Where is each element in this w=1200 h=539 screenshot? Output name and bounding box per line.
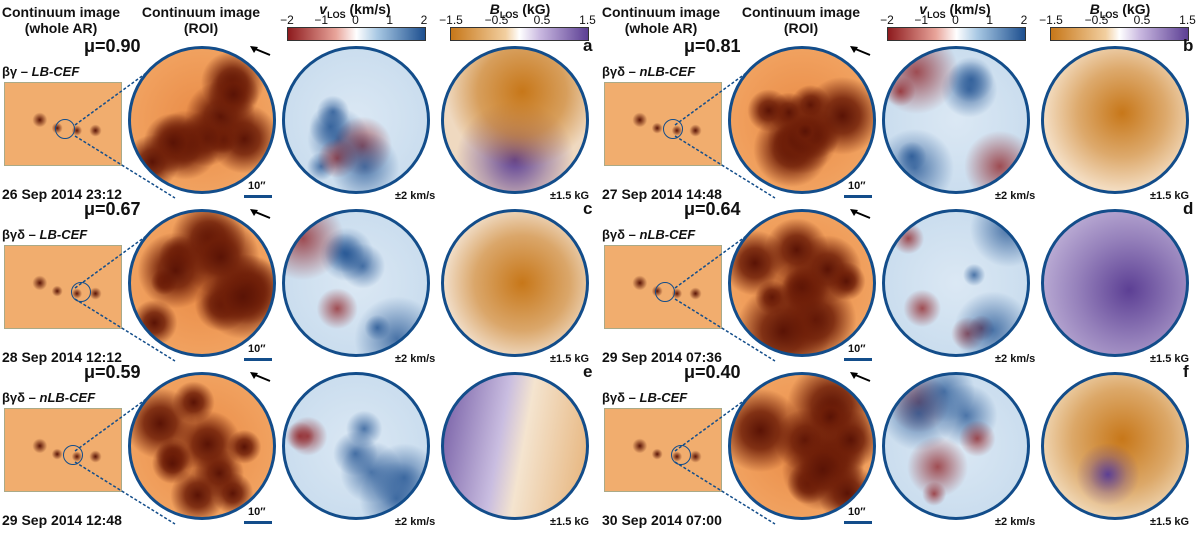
vlos-tick: −2 bbox=[872, 13, 902, 27]
continuum-roi-image bbox=[728, 46, 876, 194]
blos-map bbox=[441, 46, 589, 194]
scale-label: 10′′ bbox=[848, 506, 866, 518]
vlos-range-label: ±2 km/s bbox=[995, 353, 1035, 365]
blos-tick: 0.5 bbox=[1127, 13, 1157, 27]
vlos-tick: −2 bbox=[272, 13, 302, 27]
blos-tick: −0.5 bbox=[1082, 13, 1112, 27]
panel-letter: e bbox=[583, 362, 592, 382]
header-whole-ar: Continuum image(whole AR) bbox=[600, 4, 722, 36]
blos-tick: 0.5 bbox=[527, 13, 557, 27]
scale-label: 10′′ bbox=[848, 180, 866, 192]
figure-left-half: Continuum image(whole AR)Continuum image… bbox=[0, 0, 600, 528]
vlos-tick: 1 bbox=[375, 13, 405, 27]
blos-tick: −0.5 bbox=[482, 13, 512, 27]
continuum-roi-image bbox=[728, 372, 876, 520]
vlos-map bbox=[882, 372, 1030, 520]
vlos-map bbox=[882, 46, 1030, 194]
vlos-map bbox=[282, 46, 430, 194]
header-roi: Continuum image(ROI) bbox=[726, 4, 876, 36]
continuum-roi-image bbox=[728, 209, 876, 357]
vlos-tick: 0 bbox=[341, 13, 371, 27]
vlos-range-label: ±2 km/s bbox=[395, 516, 435, 528]
continuum-roi-image bbox=[128, 46, 276, 194]
blos-tick: −1.5 bbox=[1036, 13, 1066, 27]
vlos-range-label: ±2 km/s bbox=[395, 353, 435, 365]
vlos-range-label: ±2 km/s bbox=[995, 190, 1035, 202]
vlos-map bbox=[882, 209, 1030, 357]
scale-bar bbox=[844, 521, 872, 524]
scale-bar bbox=[844, 195, 872, 198]
scale-bar bbox=[244, 358, 272, 361]
panel-letter: d bbox=[1183, 199, 1193, 219]
panel-letter: a bbox=[583, 36, 592, 56]
vlos-range-label: ±2 km/s bbox=[395, 190, 435, 202]
vlos-tick: −1 bbox=[906, 13, 936, 27]
vlos-tick: 0 bbox=[941, 13, 971, 27]
blos-map bbox=[441, 372, 589, 520]
vlos-tick: −1 bbox=[306, 13, 336, 27]
scale-label: 10′′ bbox=[248, 180, 266, 192]
observation-date: 30 Sep 2014 07:00 bbox=[602, 512, 722, 528]
blos-range-label: ±1.5 kG bbox=[1150, 516, 1189, 528]
vlos-colorbar bbox=[887, 27, 1026, 41]
scale-label: 10′′ bbox=[848, 343, 866, 355]
blos-colorbar bbox=[1050, 27, 1189, 41]
continuum-roi-image bbox=[128, 372, 276, 520]
vlos-tick: 2 bbox=[409, 13, 439, 27]
scale-bar bbox=[244, 521, 272, 524]
vlos-tick: 1 bbox=[975, 13, 1005, 27]
scale-bar bbox=[244, 195, 272, 198]
scale-bar bbox=[844, 358, 872, 361]
blos-map bbox=[441, 209, 589, 357]
vlos-colorbar bbox=[287, 27, 426, 41]
figure-right-half: Continuum image(whole AR)Continuum image… bbox=[600, 0, 1200, 528]
blos-colorbar bbox=[450, 27, 589, 41]
vlos-map bbox=[282, 372, 430, 520]
panel-letter: b bbox=[1183, 36, 1193, 56]
panel-letter: c bbox=[583, 199, 592, 219]
blos-map bbox=[1041, 372, 1189, 520]
vlos-map bbox=[282, 209, 430, 357]
blos-tick: −1.5 bbox=[436, 13, 466, 27]
blos-tick: 1.5 bbox=[1173, 13, 1200, 27]
header-whole-ar: Continuum image(whole AR) bbox=[0, 4, 122, 36]
vlos-tick: 2 bbox=[1009, 13, 1039, 27]
blos-range-label: ±1.5 kG bbox=[550, 516, 589, 528]
blos-map bbox=[1041, 46, 1189, 194]
header-roi: Continuum image(ROI) bbox=[126, 4, 276, 36]
continuum-roi-image bbox=[128, 209, 276, 357]
panel-letter: f bbox=[1183, 362, 1189, 382]
observation-date: 29 Sep 2014 12:48 bbox=[2, 512, 122, 528]
blos-tick: 1.5 bbox=[573, 13, 603, 27]
scale-label: 10′′ bbox=[248, 506, 266, 518]
blos-map bbox=[1041, 209, 1189, 357]
scale-label: 10′′ bbox=[248, 343, 266, 355]
vlos-range-label: ±2 km/s bbox=[995, 516, 1035, 528]
